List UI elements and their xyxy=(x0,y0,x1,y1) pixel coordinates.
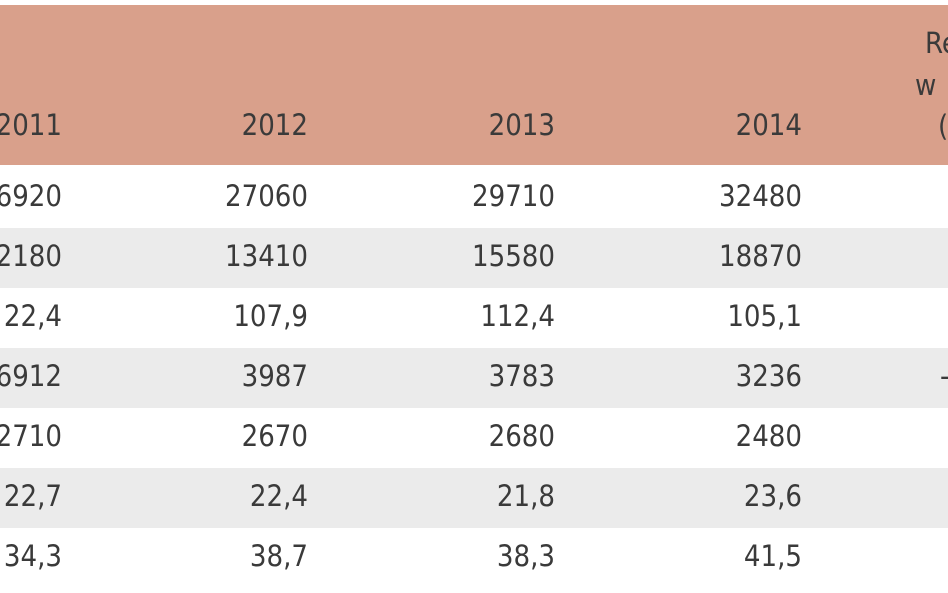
cell: 22,4 xyxy=(4,299,62,333)
cell: 27060 xyxy=(225,179,308,213)
cell: 15580 xyxy=(472,239,555,273)
row-background xyxy=(0,288,948,348)
cell: 23,6 xyxy=(744,479,802,513)
cell: 6912 xyxy=(0,359,62,393)
column-header: 2014 xyxy=(736,108,802,142)
column-header: 2012 xyxy=(242,108,308,142)
table-header: 2011 2012 2013 2014 Re w( xyxy=(0,26,948,143)
cell: 32480 xyxy=(719,179,802,213)
cell: 29710 xyxy=(472,179,555,213)
row-background xyxy=(0,468,948,528)
cell: 22,7 xyxy=(4,479,62,513)
cell: 2710 xyxy=(0,419,62,453)
cell: 2180 xyxy=(0,239,62,273)
row-background xyxy=(0,528,948,588)
table-body: 6920 27060 29710 32480 2180 13410 15580 18870 22… xyxy=(0,168,948,588)
row-background xyxy=(0,408,948,468)
cut-cell: - xyxy=(940,359,948,393)
cell: 105,1 xyxy=(727,299,802,333)
row-background xyxy=(0,168,948,228)
column-header: 2013 xyxy=(489,108,555,142)
column-header: 2011 xyxy=(0,108,62,142)
cell: 2480 xyxy=(736,419,802,453)
cell: 107,9 xyxy=(233,299,308,333)
cell: 6920 xyxy=(0,179,62,213)
cell: 112,4 xyxy=(480,299,555,333)
cell: 2670 xyxy=(242,419,308,453)
cut-column-header: ( xyxy=(938,109,948,143)
row-background xyxy=(0,228,948,288)
cell: 18870 xyxy=(719,239,802,273)
cell: 41,5 xyxy=(744,539,802,573)
cut-column-header: w xyxy=(915,68,936,102)
row-background xyxy=(0,348,948,408)
cell: 13410 xyxy=(225,239,308,273)
cell: 2680 xyxy=(489,419,555,453)
cell: 38,3 xyxy=(497,539,555,573)
cell: 3987 xyxy=(242,359,308,393)
cell: 38,7 xyxy=(250,539,308,573)
cell: 3783 xyxy=(489,359,555,393)
cell: 34,3 xyxy=(4,539,62,573)
cell: 22,4 xyxy=(250,479,308,513)
cell: 21,8 xyxy=(497,479,555,513)
cut-column-header: Re xyxy=(925,26,948,60)
header-background xyxy=(0,5,948,165)
cell: 3236 xyxy=(736,359,802,393)
